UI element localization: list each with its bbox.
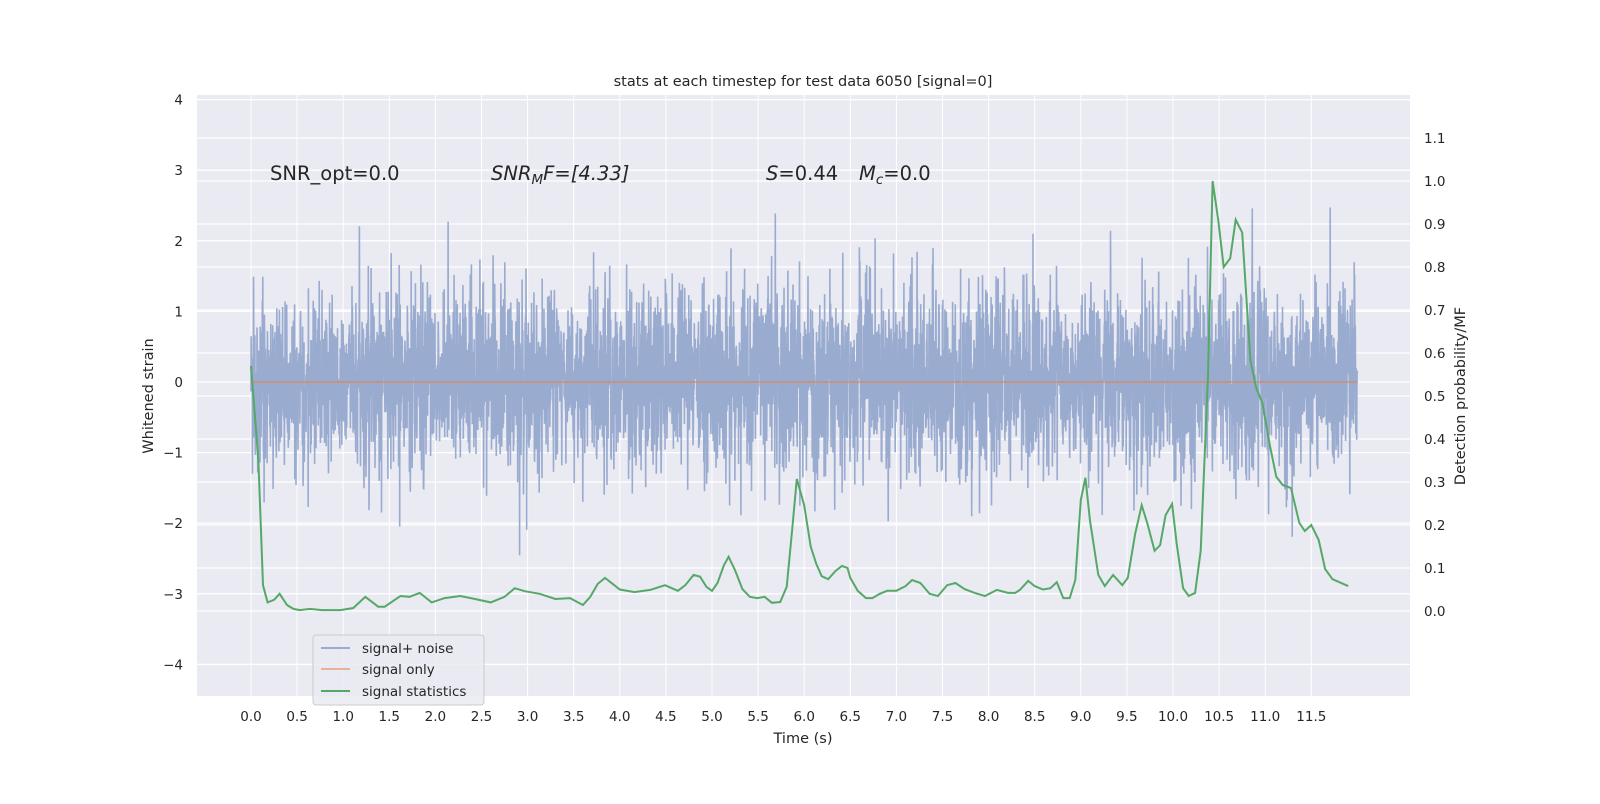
- x-tick-label: 1.0: [332, 709, 353, 725]
- x-tick-label: 8.0: [978, 709, 999, 725]
- x-tick-label: 9.5: [1116, 709, 1137, 725]
- snr-mf-sub: M: [532, 172, 544, 188]
- y-tick-label: 1: [174, 304, 183, 320]
- legend: signal+ noise signal only signal statist…: [312, 634, 485, 706]
- x-tick-label: 7.5: [932, 709, 953, 725]
- x-tick-label: 11.5: [1296, 709, 1326, 725]
- y-right-tick-label: 1.1: [1424, 131, 1445, 147]
- ticks: 0.0 0.5 1.0 1.5 2.0 2.5 3.0 3.5 4.0 4.5 5.0 5.5 6.0 6…: [163, 93, 1445, 725]
- x-tick-label: 10.5: [1204, 709, 1234, 725]
- series-signal-plus-noise: [250, 207, 1359, 556]
- y-right-tick-label: 0.4: [1424, 432, 1445, 448]
- y-axis-right-label: Detection probability/MF: [1453, 307, 1469, 485]
- x-tick-label: 5.0: [701, 709, 722, 725]
- y-tick-label: 0: [174, 375, 183, 391]
- series-signal-statistics: [250, 180, 1349, 612]
- x-tick-label: 0.0: [240, 709, 261, 725]
- y-right-tick-label: 0.2: [1424, 518, 1445, 534]
- legend-box: [312, 634, 485, 706]
- x-tick-label: 3.0: [517, 709, 538, 725]
- y-tick-label: −2: [163, 516, 183, 532]
- x-tick-label: 5.5: [747, 709, 768, 725]
- x-tick-label: 4.0: [609, 709, 630, 725]
- x-tick-label: 0.5: [286, 709, 307, 725]
- x-tick-label: 4.5: [655, 709, 676, 725]
- x-tick-label: 11.0: [1250, 709, 1280, 725]
- snr-mf-rest: F=[4.33]: [543, 162, 629, 185]
- legend-label-stats: signal statistics: [362, 684, 466, 700]
- y-right-tick-label: 0.7: [1424, 303, 1445, 319]
- s-value: =0.44: [778, 162, 838, 185]
- y-right-tick-label: 0.3: [1424, 475, 1445, 491]
- x-tick-label: 6.5: [840, 709, 861, 725]
- annotation-mc: Mc=0.0: [859, 162, 931, 188]
- x-tick-label: 10.0: [1158, 709, 1188, 725]
- mc-value: =0.0: [883, 162, 930, 185]
- x-axis-label: Time (s): [773, 731, 833, 747]
- y-right-tick-label: 0.6: [1424, 346, 1445, 362]
- y-right-tick-label: 0.0: [1424, 604, 1445, 620]
- x-tick-label: 6.0: [793, 709, 814, 725]
- y-right-tick-label: 0.8: [1424, 260, 1445, 276]
- y-tick-label: −1: [163, 446, 183, 462]
- y-right-tick-label: 1.0: [1424, 174, 1445, 190]
- y-tick-label: −3: [163, 587, 183, 603]
- x-tick-label: 1.5: [379, 709, 400, 725]
- x-tick-label: 2.5: [471, 709, 492, 725]
- s-label: S: [766, 162, 778, 185]
- annotation-snr-mf: SNRMF=[4.33]: [491, 162, 629, 188]
- y-axis-label: Whitened strain: [141, 338, 157, 453]
- mc-label: M: [859, 162, 876, 185]
- legend-label-noise: signal+ noise: [362, 641, 453, 657]
- mc-sub: c: [876, 172, 884, 188]
- chart-title: stats at each timestep for test data 605…: [614, 74, 993, 90]
- snr-mf-main: SNR: [491, 162, 532, 185]
- x-tick-label: 8.5: [1024, 709, 1045, 725]
- y-right-tick-label: 0.5: [1424, 389, 1445, 405]
- annotation-snr-opt: SNR_opt=0.0: [270, 162, 400, 185]
- legend-label-signal: signal only: [362, 662, 435, 678]
- y-tick-label: 2: [174, 234, 183, 250]
- y-tick-label: 4: [174, 93, 183, 109]
- y-right-tick-label: 0.1: [1424, 561, 1445, 577]
- x-tick-label: 7.0: [886, 709, 907, 725]
- y-tick-label: −4: [163, 657, 183, 673]
- y-tick-label: 3: [174, 163, 183, 179]
- x-tick-label: 9.0: [1070, 709, 1091, 725]
- y-right-tick-label: 0.9: [1424, 217, 1445, 233]
- annotation-s: S=0.44: [766, 162, 838, 185]
- x-tick-label: 3.5: [563, 709, 584, 725]
- x-tick-label: 2.0: [425, 709, 446, 725]
